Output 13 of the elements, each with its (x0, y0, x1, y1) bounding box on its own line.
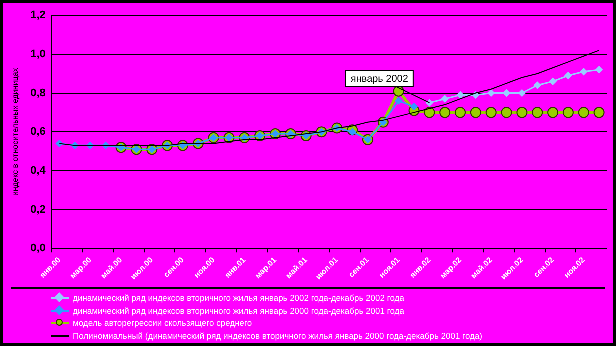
legend-label: Полиномиальный (динамический ряд индексов вторичного жилья январь 2000 года-декабрь 2001 года) (73, 330, 483, 342)
legend-label: динамический ряд индексов вторичного жилья январь 2000 года-декабрь 2001 года (73, 304, 404, 317)
y-tick-label: 0,4 (30, 164, 47, 177)
legend-label: модель авторегрессии скользящего среднего (73, 317, 252, 330)
y-tick-label: 0,0 (30, 242, 46, 255)
y-axis-title: индекс в относительных единицах (11, 68, 20, 196)
legend-label: динамический ряд индексов вторичного жилья январь 2002 года-декабрь 2002 года (73, 292, 404, 304)
y-tick-label: 0,6 (30, 126, 46, 138)
y-tick-label: 0,2 (30, 204, 46, 216)
y-tick-label: 1,0 (30, 48, 46, 60)
annotation: январь 2002 (350, 74, 409, 86)
y-tick-label: 1,2 (30, 10, 46, 22)
y-tick-label: 0,8 (30, 87, 46, 100)
